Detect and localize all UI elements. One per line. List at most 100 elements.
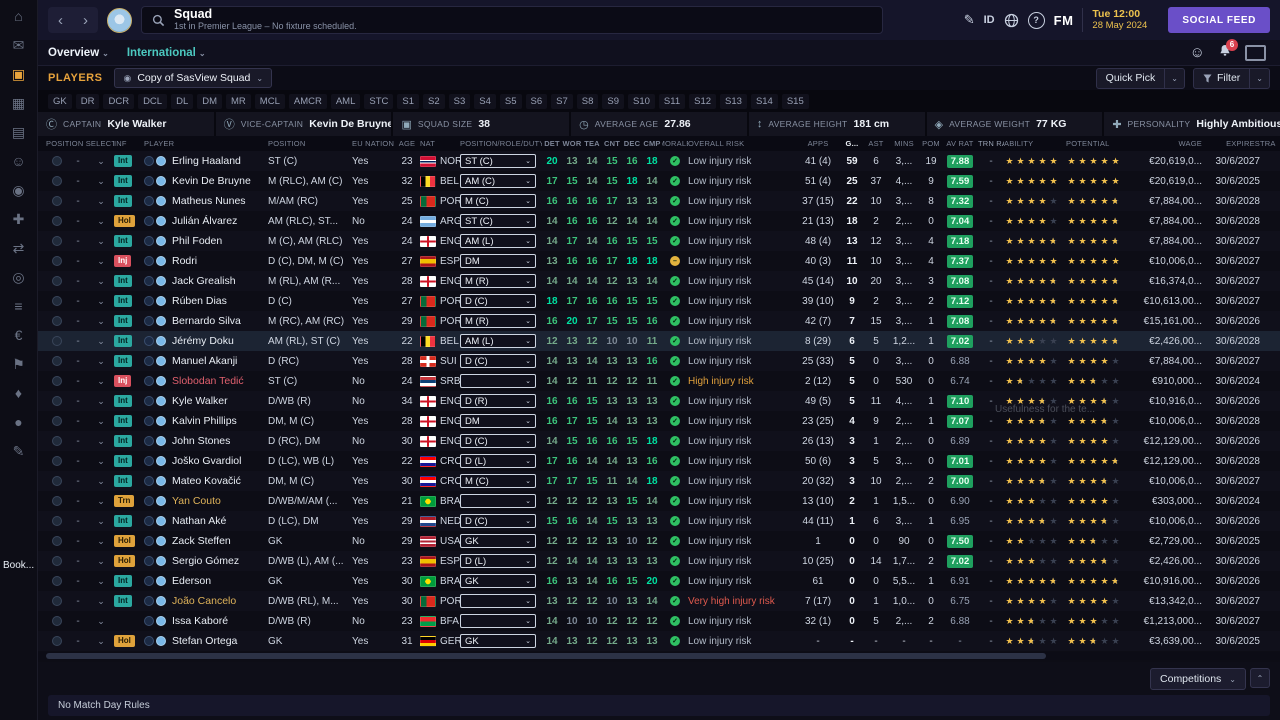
position-selected-indicator[interactable] [52, 456, 62, 466]
player-name[interactable]: Matheus Nunes [172, 195, 246, 207]
position-selected-indicator[interactable] [52, 436, 62, 446]
player-name[interactable]: Issa Kaboré [172, 615, 229, 627]
row-dropdown-caret[interactable]: ⌄ [97, 475, 105, 486]
world-icon[interactable]: ● [14, 414, 23, 430]
medical-icon[interactable]: ✚ [12, 211, 25, 227]
position-chip-s2[interactable]: S2 [423, 93, 445, 109]
role-duty-dropdown[interactable]: DM ⌄ [460, 254, 536, 268]
player-name[interactable]: Kyle Walker [172, 395, 228, 407]
chevron-down-icon[interactable]: ⌄ [1256, 73, 1263, 83]
row-dropdown-caret[interactable]: ⌄ [97, 435, 105, 446]
player-name[interactable]: Erling Haaland [172, 155, 241, 167]
role-duty-dropdown[interactable]: GK ⌄ [460, 634, 536, 648]
position-chip-amcr[interactable]: AMCR [288, 93, 327, 109]
row-dropdown-caret[interactable]: ⌄ [97, 235, 105, 246]
position-selected-indicator[interactable] [52, 156, 62, 166]
edit-pencil-icon[interactable]: ✎ [963, 12, 975, 27]
competitions-icon[interactable]: ♦ [14, 385, 23, 401]
row-dropdown-caret[interactable]: ⌄ [97, 515, 105, 526]
role-duty-dropdown[interactable]: D (R) ⌄ [460, 394, 536, 408]
player-name[interactable]: Nathan Aké [172, 515, 227, 527]
player-name[interactable]: Kevin De Bruyne [172, 175, 251, 187]
row-dropdown-caret[interactable]: ⌄ [97, 315, 105, 326]
position-selected-indicator[interactable] [52, 176, 62, 186]
role-duty-dropdown[interactable]: M (C) ⌄ [460, 194, 536, 208]
squad-icon[interactable]: ▣ [11, 66, 26, 82]
column-header-g-[interactable]: G... [845, 139, 859, 148]
row-dropdown-caret[interactable]: ⌄ [97, 635, 105, 646]
row-dropdown-caret[interactable]: ⌄ [97, 335, 105, 346]
role-duty-dropdown[interactable]: D (C) ⌄ [460, 294, 536, 308]
column-header-wage[interactable]: WAGE [1178, 139, 1202, 148]
position-selected-indicator[interactable] [52, 216, 62, 226]
column-header-ast[interactable]: AST [868, 139, 884, 148]
position-selected-indicator[interactable] [52, 396, 62, 406]
position-chip-dm[interactable]: DM [197, 93, 223, 109]
player-name[interactable]: Stefan Ortega [172, 635, 238, 647]
player-row[interactable]: - ⌄ Trn Yan Couto D/WB/M/AM (... Yes 21 BRA ⌄ 12 1… [38, 491, 1280, 511]
social-feed-button[interactable]: SOCIAL FEED [1168, 7, 1270, 33]
row-dropdown-caret[interactable]: ⌄ [97, 615, 105, 626]
role-duty-dropdown[interactable]: D (C) ⌄ [460, 434, 536, 448]
position-chip-s11[interactable]: S11 [658, 93, 686, 109]
role-duty-dropdown[interactable]: D (L) ⌄ [460, 454, 536, 468]
role-duty-dropdown[interactable]: D (L) ⌄ [460, 554, 536, 568]
position-selected-indicator[interactable] [52, 556, 62, 566]
role-duty-dropdown[interactable]: ST (C) ⌄ [460, 154, 536, 168]
player-row[interactable]: - ⌄ Int Rúben Dias D (C) Yes 27 POR D (C) ⌄ 18 17 16… [38, 291, 1280, 311]
column-header-av-rat[interactable]: AV RAT [946, 139, 974, 148]
player-name[interactable]: Mateo Kovačić [172, 475, 241, 487]
home-icon[interactable]: ⌂ [14, 8, 23, 24]
player-name[interactable]: Zack Steffen [172, 535, 231, 547]
position-selected-indicator[interactable] [52, 356, 62, 366]
schedule-icon[interactable]: ▤ [11, 124, 26, 140]
column-header-potential[interactable]: POTENTIAL [1066, 139, 1110, 148]
row-dropdown-caret[interactable]: ⌄ [97, 535, 105, 546]
finances-icon[interactable]: € [14, 327, 23, 343]
position-chip-dcr[interactable]: DCR [103, 93, 135, 109]
column-header-eu-national[interactable]: EU NATIONAL [352, 139, 394, 148]
player-row[interactable]: - ⌄ Int Ederson GK Yes 30 BRA GK ⌄ 16 13 14 16 15 20 ✓ Lo… [38, 571, 1280, 591]
column-header-transfer-v-[interactable]: TRANSFER V... [1260, 139, 1276, 148]
role-duty-dropdown[interactable]: DM ⌄ [460, 414, 536, 428]
match-screen-icon[interactable] [1245, 44, 1266, 61]
position-selected-indicator[interactable] [52, 256, 62, 266]
player-row[interactable]: - ⌄ Int Erling Haaland ST (C) Yes 23 NOR ST (C) ⌄… [38, 151, 1280, 171]
column-header-morale[interactable]: MORALE [662, 139, 688, 148]
position-chip-dr[interactable]: DR [75, 93, 100, 109]
dynamics-icon[interactable]: ☺ [11, 153, 26, 169]
row-dropdown-caret[interactable]: ⌄ [97, 555, 105, 566]
player-row[interactable]: - ⌄ Hol Sergio Gómez D/WB (L), AM (... Yes 23 E… [38, 551, 1280, 571]
player-row[interactable]: - ⌄ Int Kalvin Phillips DM, M (C) Yes 28 ENG DM ⌄… [38, 411, 1280, 431]
position-selected-indicator[interactable] [52, 316, 62, 326]
position-chip-s7[interactable]: S7 [551, 93, 573, 109]
position-chip-s8[interactable]: S8 [576, 93, 599, 109]
player-row[interactable]: - ⌄ Hol Stefan Ortega GK Yes 31 GER GK ⌄ 14 13 12 12 1… [38, 631, 1280, 651]
filter-button[interactable]: Filter ⌄ [1192, 67, 1270, 89]
row-dropdown-caret[interactable]: ⌄ [97, 155, 105, 166]
position-chip-s3[interactable]: S3 [448, 93, 471, 109]
player-row[interactable]: - ⌄ Int Manuel Akanji D (RC) Yes 28 SUI D (C) ⌄ 14… [38, 351, 1280, 371]
position-chip-dl[interactable]: DL [171, 93, 194, 109]
position-chip-s5[interactable]: S5 [499, 93, 522, 109]
column-header-det[interactable]: DET [544, 139, 560, 148]
column-header-trn-rat[interactable]: TRN RAT [978, 139, 1004, 148]
player-name[interactable]: Joško Gvardiol [172, 455, 242, 467]
player-name[interactable]: Rodri [172, 255, 198, 267]
position-selected-indicator[interactable] [52, 276, 62, 286]
club-badge[interactable] [107, 7, 132, 33]
horizontal-scrollbar[interactable] [38, 652, 1280, 660]
position-chip-stc[interactable]: STC [364, 93, 394, 109]
position-selected-indicator[interactable] [52, 596, 62, 606]
role-duty-dropdown[interactable]: AM (L) ⌄ [460, 334, 536, 348]
column-header-wor[interactable]: WOR [562, 139, 582, 148]
column-header-position-selected[interactable]: POSITION SELECTED [46, 139, 114, 148]
position-selected-indicator[interactable] [52, 636, 62, 646]
player-row[interactable]: - ⌄ Int Mateo Kovačić DM, M (C) Yes 30 CRO M (C)… [38, 471, 1280, 491]
position-chip-gk[interactable]: GK [48, 93, 72, 109]
player-name[interactable]: Rúben Dias [172, 295, 227, 307]
row-dropdown-caret[interactable]: ⌄ [97, 295, 105, 306]
position-selected-indicator[interactable] [52, 496, 62, 506]
player-row[interactable]: - ⌄ Int Matheus Nunes M/AM (RC) Yes 25 POR M (C)… [38, 191, 1280, 211]
training-icon[interactable]: ◉ [12, 182, 25, 198]
